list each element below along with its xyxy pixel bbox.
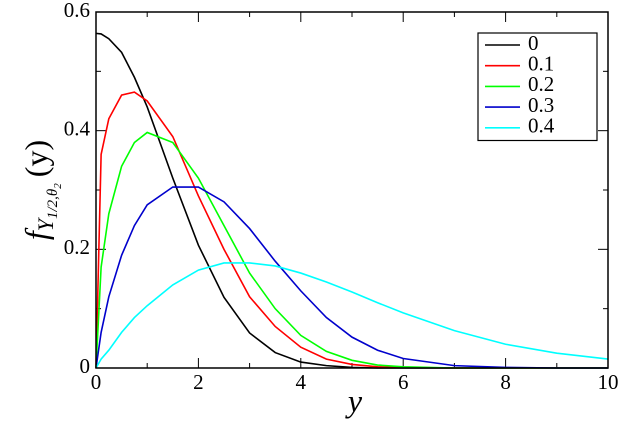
x-tick-label: 8 bbox=[500, 370, 511, 394]
x-tick-label: 2 bbox=[193, 370, 204, 394]
y-tick-label: 0.4 bbox=[64, 116, 91, 140]
y-label-part: 2 bbox=[52, 183, 64, 189]
series-line bbox=[95, 131, 608, 369]
x-tick-label: 4 bbox=[296, 370, 307, 394]
legend-label: 0.2 bbox=[528, 72, 554, 96]
legend-label: 0 bbox=[528, 31, 539, 55]
y-label-part: Y bbox=[33, 216, 58, 231]
y-tick-label: 0.2 bbox=[64, 235, 90, 259]
y-label-part: (y) bbox=[18, 140, 54, 177]
plot-frame bbox=[95, 11, 609, 369]
y-tick-label: 0 bbox=[80, 354, 91, 378]
x-tick-label: 0 bbox=[91, 370, 102, 394]
y-label-part: 1/2,θ bbox=[45, 188, 61, 219]
series-line bbox=[95, 186, 608, 369]
legend-label: 0.4 bbox=[528, 114, 555, 138]
y-axis-label: fY1/2,θ2(y) bbox=[18, 140, 63, 240]
legend-label: 0.1 bbox=[528, 52, 554, 76]
x-tick-label: 6 bbox=[398, 370, 409, 394]
legend-label: 0.3 bbox=[528, 93, 554, 117]
series-line bbox=[95, 262, 609, 369]
y-tick-label: 0.6 bbox=[64, 0, 90, 22]
x-axis-label: y bbox=[345, 382, 363, 418]
x-tick-label: 10 bbox=[598, 370, 619, 394]
